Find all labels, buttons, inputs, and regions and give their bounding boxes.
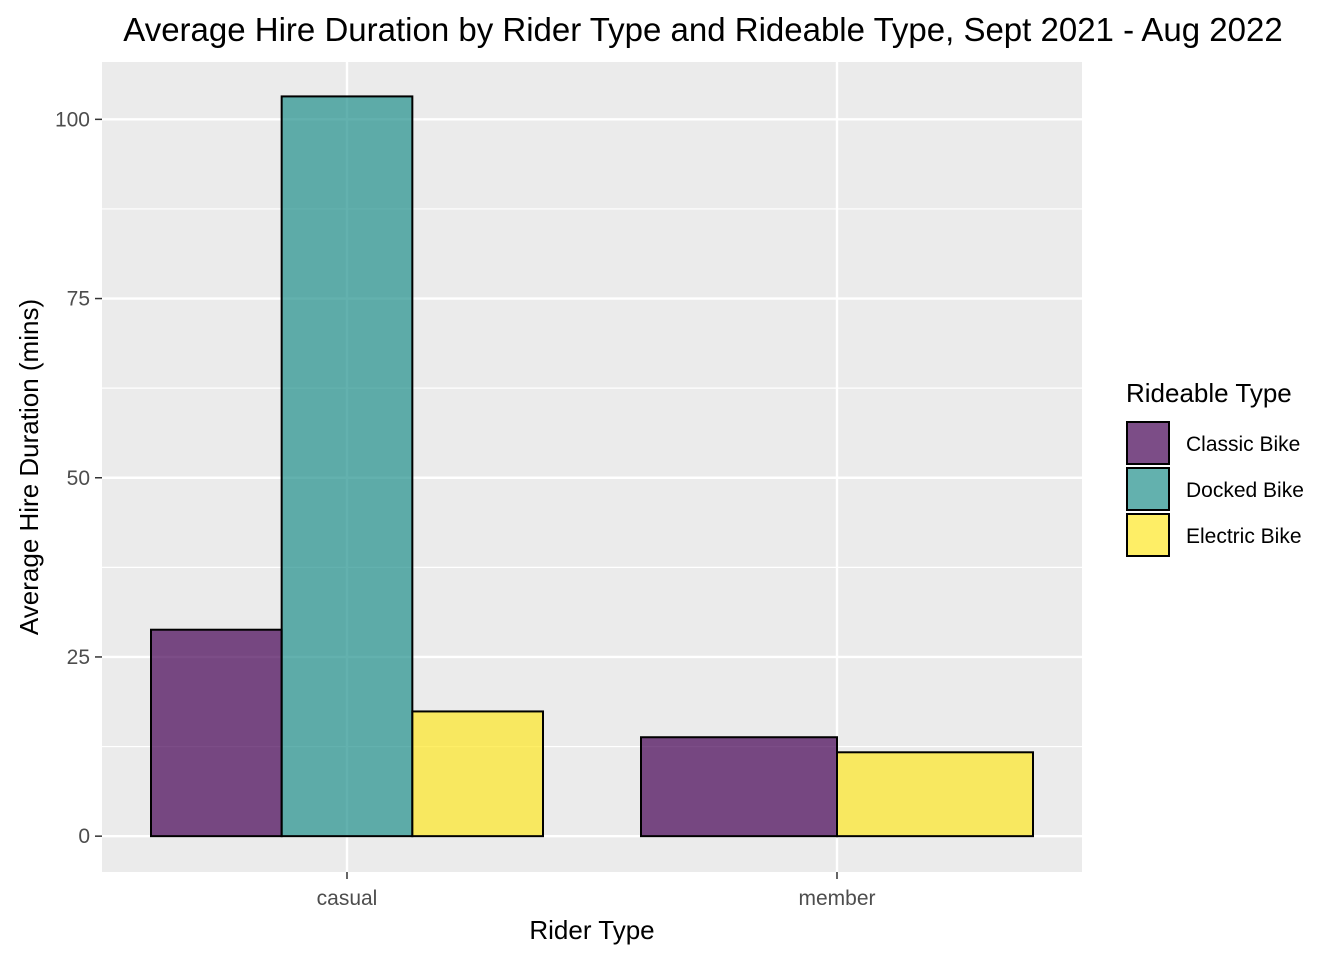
x-tick-label-member: member [798,887,875,910]
y-tick-label: 75 [67,288,90,311]
chart-title: Average Hire Duration by Rider Type and … [123,11,1282,48]
legend-key-classic-bike [1126,421,1170,465]
bar-casual-electric-bike [411,710,545,838]
y-tick-label: 0 [78,825,90,848]
bar-member-classic-bike [640,736,838,838]
x-axis-title: Rider Type [529,915,654,945]
legend-title: Rideable Type [1126,378,1292,408]
y-tick-label: 50 [67,467,90,490]
bar-casual-classic-bike [150,628,283,838]
x-tick-label-casual: casual [317,887,378,910]
x-axis: casual member [317,872,876,910]
legend-label-docked-bike: Docked Bike [1186,479,1304,502]
bar-member-electric-bike [836,751,1034,838]
bar-casual-docked-bike [280,95,414,838]
y-axis-title: Average Hire Duration (mins) [14,299,44,635]
bars [150,95,1034,838]
y-tick-label: 25 [67,646,90,669]
legend: Rideable Type Classic Bike Docked Bike Ele… [1126,378,1304,557]
legend-label-classic-bike: Classic Bike [1186,433,1300,456]
legend-key-docked-bike [1126,467,1170,511]
y-tick-label: 100 [55,108,90,131]
y-axis: 0 25 50 75 100 [55,108,102,848]
legend-label-electric-bike: Electric Bike [1186,525,1302,548]
legend-key-electric-bike [1126,513,1170,557]
